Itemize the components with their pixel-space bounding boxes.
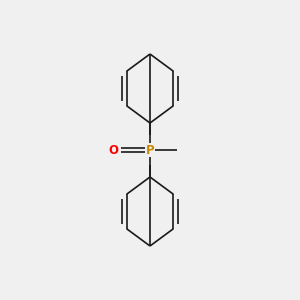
- Text: O: O: [109, 143, 118, 157]
- Text: P: P: [146, 143, 154, 157]
